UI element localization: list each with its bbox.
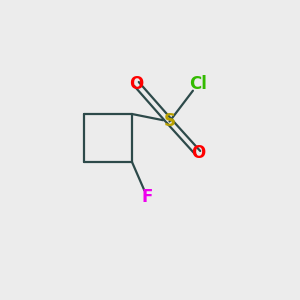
Text: F: F [141,188,153,206]
Text: O: O [191,144,205,162]
Text: O: O [129,75,144,93]
Text: S: S [164,112,175,130]
Text: Cl: Cl [189,75,207,93]
